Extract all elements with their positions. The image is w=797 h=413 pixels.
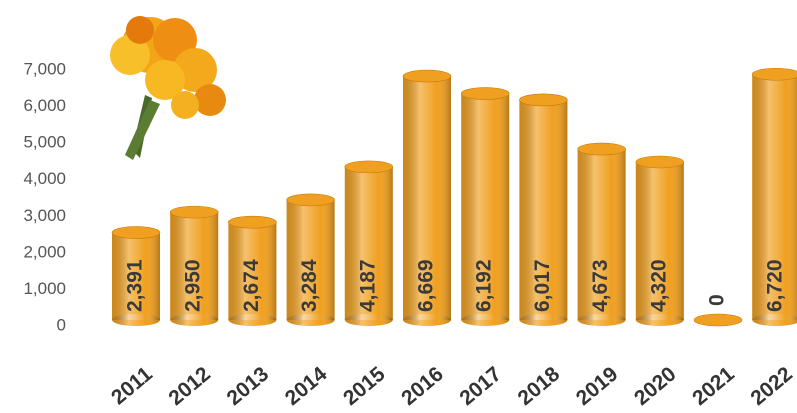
x-tick-label: 2020 (630, 362, 681, 410)
bar-top (228, 215, 277, 229)
bar-bottom-shade (344, 314, 393, 326)
bar (577, 142, 626, 326)
bar-top (111, 226, 161, 239)
bar (693, 313, 743, 327)
bar-top (460, 87, 510, 100)
bar-top (286, 193, 335, 207)
bar-bottom-shade (286, 314, 335, 326)
bar-top (169, 205, 219, 219)
bar-shade (228, 222, 277, 320)
value-label: 2,674 (240, 259, 263, 312)
value-label: 6,669 (415, 259, 438, 312)
value-label: 4,320 (647, 259, 670, 312)
bar-shade (461, 93, 510, 320)
value-label: 4,187 (356, 259, 379, 312)
value-label: 6,720 (764, 259, 787, 312)
y-tick-label: 5,000 (23, 133, 66, 152)
bar-top (693, 313, 743, 327)
bar-bottom-shade (461, 314, 510, 326)
y-tick-label: 2,000 (23, 242, 66, 261)
value-label: 4,673 (589, 259, 612, 312)
bar-top (519, 93, 568, 107)
x-tick-label: 2022 (746, 362, 797, 410)
y-tick-label: 0 (57, 315, 66, 334)
bar-bottom-shade (635, 314, 684, 326)
value-label: 6,017 (531, 259, 554, 312)
bar-bottom-shade (577, 314, 626, 326)
y-tick-label: 4,000 (23, 169, 66, 188)
x-tick-label: 2017 (455, 362, 506, 410)
x-tick-label: 2018 (514, 362, 565, 410)
bar-bottom-shade (170, 314, 219, 326)
x-tick-label: 2014 (281, 362, 332, 410)
bar (751, 67, 797, 326)
bar (111, 226, 161, 326)
bar-shade (403, 76, 451, 321)
value-label: 6,192 (473, 259, 496, 312)
y-tick-label: 6,000 (23, 96, 66, 115)
bar-top (751, 67, 797, 81)
bar-shade (286, 199, 335, 320)
y-tick-label: 3,000 (23, 206, 66, 225)
bar (519, 93, 568, 326)
bar-bottom-shade (752, 314, 797, 326)
bar-shade (635, 162, 684, 320)
bar (460, 87, 510, 326)
bar-top (635, 155, 685, 169)
value-label: 2,391 (124, 259, 147, 312)
bar-shade (752, 74, 797, 321)
value-label: 0 (706, 294, 729, 306)
value-label: 3,284 (298, 259, 321, 312)
bar-top (402, 69, 452, 83)
bar-shade (112, 232, 160, 320)
bar-shade (344, 166, 393, 320)
bar (402, 69, 452, 326)
x-tick-label: 2011 (107, 362, 157, 409)
x-tick-label: 2012 (164, 362, 215, 410)
bar-bottom-shade (228, 314, 277, 326)
bar-bottom-shade (519, 314, 568, 326)
x-tick-label: 2016 (397, 362, 448, 410)
bar-top (577, 142, 626, 156)
bar (344, 160, 394, 326)
bar (286, 193, 335, 326)
y-tick-label: 1,000 (23, 279, 66, 298)
x-tick-label: 2021 (688, 362, 739, 410)
bar-top (344, 160, 394, 174)
value-label: 2,950 (182, 259, 205, 312)
bar-shade (577, 149, 626, 320)
flower-bouquet (110, 16, 226, 160)
bar (228, 215, 277, 326)
bar (169, 205, 219, 326)
x-tick-label: 2019 (572, 362, 623, 410)
bar-shade (519, 99, 568, 321)
x-tick-label: 2015 (339, 362, 390, 410)
bar-bottom-shade (403, 314, 451, 326)
bar-bottom-shade (112, 314, 160, 326)
x-tick-label: 2013 (223, 362, 274, 410)
bar (635, 155, 685, 326)
y-tick-label: 7,000 (23, 59, 66, 78)
bar-shade (170, 212, 219, 320)
